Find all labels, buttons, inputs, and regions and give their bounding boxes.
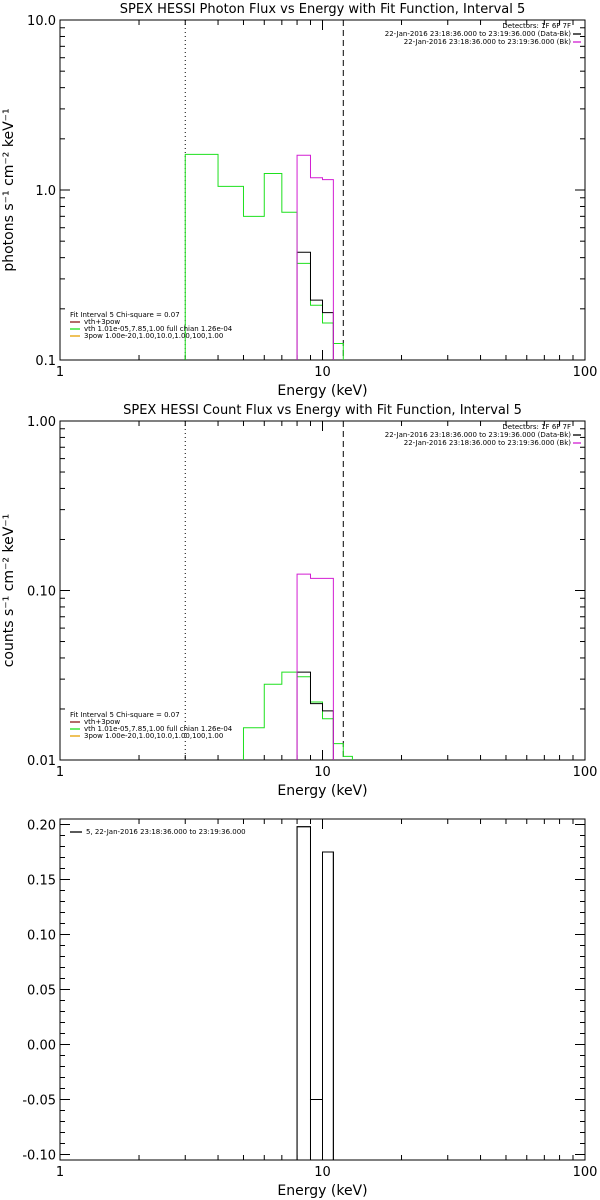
x-minor-ticks [138,819,574,1160]
legend-fit-entry: Fit Interval 5 Chi-square = 0.07 [70,711,180,719]
series-1-step-line [184,153,344,360]
y-minor-ticks [60,27,585,310]
x-axis-label: Energy (keV) [277,1183,367,1199]
legend-top-entry: 22-Jan-2016 23:18:36.000 to 23:19:36.000… [404,38,572,46]
panel-2: SPEX HESSI Count Flux vs Energy with Fit… [1,403,597,799]
legend-top-entry: 22-Jan-2016 23:18:36.000 to 23:19:36.000… [385,30,572,38]
y-tick-label: 0.01 [27,754,56,769]
residual-bar [296,826,311,1161]
y-tick-label: 10.0 [27,14,56,29]
y-tick-label: -0.05 [22,1094,56,1109]
series-2-step-line [296,671,334,760]
y-tick-label: -0.10 [22,1149,56,1164]
y-axis-label: photons s⁻¹ cm⁻² keV⁻¹ [1,108,17,271]
x-minor-ticks [138,20,574,360]
y-tick-label: 0.20 [27,819,56,834]
residual-bar [309,1099,323,1161]
series-1-step-line [242,671,353,760]
series-1-step-line [296,826,334,1160]
x-tick-label: 1 [56,1165,64,1180]
x-tick-label: 1 [56,365,64,380]
chart-title: SPEX HESSI Photon Flux vs Energy with Fi… [120,2,526,17]
panel-1: SPEX HESSI Photon Flux vs Energy with Fi… [1,2,597,399]
legend-fit-entry: vth+3pow [84,718,120,726]
y-tick-label: 0.10 [27,585,56,600]
y-tick-label: 1.0 [35,184,56,199]
residual-bar [322,851,334,1161]
y-axis-label: counts s⁻¹ cm⁻² keV⁻¹ [1,514,17,668]
legend-fit-entry: vth+3pow [84,318,120,326]
x-minor-ticks [138,421,574,760]
legend-fit-entry: vth 1.01e-05,7.85,1.00 full chian 1.26e-… [84,725,233,733]
x-tick-label: 10 [314,765,331,780]
x-tick-label: 100 [573,1165,598,1180]
legend-fit-entry: vth 1.01e-05,7.85,1.00 full chian 1.26e-… [84,325,233,333]
y-tick-label: 1.00 [27,415,56,430]
x-tick-label: 10 [314,1165,331,1180]
legend-top-entry: Detectors: 1F 6F 7F [502,423,571,431]
x-axis-label: Energy (keV) [277,383,367,399]
legend-top-entry: 5, 22-Jan-2016 23:18:36.000 to 23:19:36.… [86,828,246,836]
panel-3: 1 10 100 -0.10 -0.05 0.00 0.05 0.10 0.15 0.20 Ener… [22,818,598,1199]
y-tick-label: 0.00 [27,1039,56,1054]
x-tick-label: 100 [573,765,598,780]
chart-title: SPEX HESSI Count Flux vs Energy with Fit… [123,403,522,418]
y-tick-label: 0.15 [27,874,56,889]
legend-fit-entry: 3pow 1.00e-20,1.00,10.0,1.00,100,1.00 [84,332,223,340]
series-3-step-line [296,154,334,360]
series-2-step-line [296,251,334,360]
legend-top-entry: Detectors: 1F 6F 7F [502,22,571,30]
y-minor-ticks [60,428,585,710]
x-tick-label: 10 [314,365,331,380]
legend-top-entry: 22-Jan-2016 23:18:36.000 to 23:19:36.000… [385,431,572,439]
y-tick-label: 0.05 [27,984,56,999]
x-axis-label: Energy (keV) [277,783,367,799]
x-tick-label: 1 [56,765,64,780]
y-tick-label: 0.10 [27,929,56,944]
legend-fit-entry: Fit Interval 5 Chi-square = 0.07 [70,311,180,319]
series-3-step-line [296,573,334,760]
legend-fit-entry: 3pow 1.00e-20,1.00,10.0,1.00,100,1.00 [84,732,223,740]
y-tick-label: 0.1 [35,354,56,369]
x-tick-label: 100 [573,365,598,380]
legend-top-entry: 22-Jan-2016 23:18:36.000 to 23:19:36.000… [404,439,572,447]
